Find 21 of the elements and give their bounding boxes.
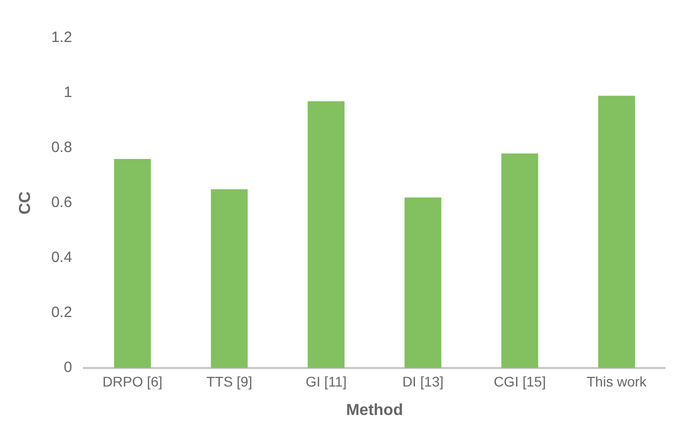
x-tick-label: CGI [15]: [494, 373, 546, 390]
bar: [210, 189, 248, 368]
y-tick-label: 0.6: [51, 194, 72, 212]
y-tick-label: 0.4: [51, 249, 72, 266]
y-tick-label: 0.2: [51, 304, 72, 322]
y-tick-label: 0: [64, 359, 72, 376]
x-tick-label: DRPO [6]: [102, 373, 162, 390]
bar: [114, 159, 151, 368]
x-axis-title: Method: [346, 402, 403, 419]
bar: [404, 198, 442, 368]
x-tick-label: DI [13]: [402, 373, 444, 390]
bar: [598, 96, 635, 368]
bar: [501, 154, 538, 368]
x-tick-label: GI [11]: [306, 373, 347, 390]
x-tick-label: This work: [586, 373, 648, 390]
y-tick-label: 0.8: [51, 139, 72, 156]
x-tick-label: TTS [9]: [206, 373, 252, 390]
y-tick-label: 1: [64, 84, 72, 102]
y-tick-label: 1.2: [51, 29, 72, 46]
bar: [308, 101, 345, 368]
y-axis-title: CC: [17, 191, 34, 215]
